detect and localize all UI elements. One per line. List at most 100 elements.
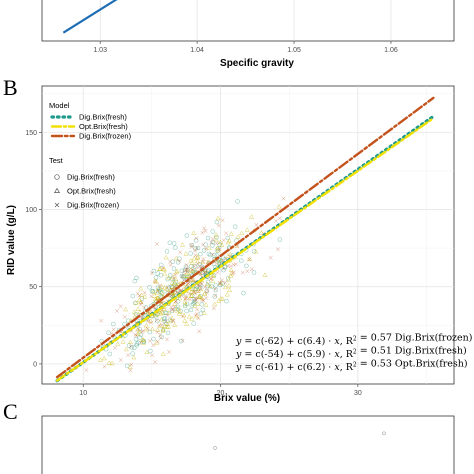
scatter-point-triangle bbox=[253, 248, 259, 254]
scatter-point-cross bbox=[185, 267, 190, 272]
scatter-point-cross bbox=[194, 246, 199, 251]
scatter-point-circle bbox=[178, 308, 183, 314]
scatter-point-circle bbox=[198, 251, 203, 257]
scatter-point-triangle bbox=[179, 242, 186, 247]
scatter-point-triangle bbox=[158, 316, 164, 322]
scatter-point-cross bbox=[140, 329, 145, 334]
scatter-point-cross bbox=[137, 293, 142, 298]
panel-b-x-ticks: 10 20 30 bbox=[79, 384, 362, 397]
scatter-point-circle bbox=[148, 348, 153, 354]
scatter-point-cross bbox=[277, 216, 282, 221]
scatter-point-cross bbox=[201, 256, 206, 261]
scatter-point-cross bbox=[183, 295, 188, 300]
scatter-point-circle bbox=[132, 345, 137, 350]
scatter-point-cross bbox=[169, 305, 174, 310]
scatter-point-triangle bbox=[154, 289, 160, 295]
scatter-point-triangle bbox=[160, 351, 166, 356]
panel-b-y-ticks: 0 50 100 150 bbox=[25, 130, 42, 368]
scatter-point-triangle bbox=[177, 295, 183, 301]
scatter-point-cross bbox=[200, 230, 205, 235]
scatter-point-cross bbox=[158, 283, 163, 288]
scatter-point-cross bbox=[193, 248, 197, 253]
panel-c-point bbox=[382, 431, 386, 436]
scatter-point-cross bbox=[118, 358, 123, 362]
panel-b-y-tick-label: 0 bbox=[33, 361, 37, 368]
panel-b-x-tick-label: 30 bbox=[354, 390, 362, 397]
scatter-point-triangle bbox=[166, 274, 172, 280]
scatter-point-circle bbox=[133, 336, 139, 342]
scatter-point-triangle bbox=[244, 227, 250, 232]
scatter-point-cross bbox=[154, 241, 159, 246]
test-legend-label: Opt.Brix(fresh) bbox=[67, 187, 116, 196]
scatter-point-triangle bbox=[196, 294, 203, 299]
scatter-point-triangle bbox=[262, 272, 268, 277]
scatter-point-circle bbox=[175, 260, 181, 265]
panel-a-x-tick-label: 1.06 bbox=[384, 47, 398, 54]
scatter-point-circle bbox=[162, 316, 168, 322]
scatter-point-triangle bbox=[227, 287, 233, 292]
scatter-point-cross bbox=[196, 265, 201, 270]
scatter-point-cross bbox=[187, 291, 192, 296]
scatter-point-circle bbox=[224, 298, 229, 304]
scatter-point-cross bbox=[215, 270, 220, 275]
scatter-point-triangle bbox=[188, 258, 194, 263]
scatter-point-cross bbox=[163, 319, 168, 324]
scatter-point-triangle bbox=[136, 297, 142, 302]
scatter-point-cross bbox=[208, 277, 213, 281]
scatter-point-triangle bbox=[154, 340, 160, 345]
scatter-point-circle bbox=[106, 330, 111, 336]
scatter-point-cross bbox=[216, 223, 221, 228]
scatter-point-cross bbox=[192, 264, 197, 269]
scatter-point-cross bbox=[247, 257, 252, 262]
scatter-point-triangle bbox=[235, 234, 241, 239]
scatter-point-circle bbox=[165, 330, 171, 336]
scatter-point-triangle bbox=[122, 306, 129, 312]
scatter-point-cross bbox=[184, 263, 189, 267]
regression-equations: y = c(-62) + c(6.4) · x, R2 = 0.57 Dig.B… bbox=[235, 333, 473, 374]
scatter-point-cross bbox=[102, 364, 107, 369]
scatter-point-triangle bbox=[224, 291, 230, 297]
scatter-point-cross bbox=[198, 286, 203, 291]
scatter-point-triangle bbox=[127, 364, 133, 369]
scatter-point-triangle bbox=[135, 331, 141, 336]
model-legend-title: Model bbox=[49, 101, 70, 110]
scatter-point-triangle bbox=[182, 273, 188, 278]
scatter-point-cross bbox=[224, 231, 229, 236]
scatter-point-cross bbox=[180, 274, 185, 279]
scatter-point-triangle bbox=[276, 203, 282, 209]
scatter-point-circle bbox=[173, 245, 178, 250]
panel-a-x-tick-label: 1.04 bbox=[190, 47, 204, 54]
scatter-point-triangle bbox=[218, 296, 224, 301]
scatter-point-triangle bbox=[189, 260, 195, 265]
model-legend: Model Dig.Brix(fresh)Opt.Brix(fresh)Dig.… bbox=[49, 101, 132, 141]
scatter-point-triangle bbox=[135, 326, 141, 332]
scatter-point-cross bbox=[165, 285, 170, 290]
scatter-point-triangle bbox=[239, 230, 245, 236]
scatter-point-circle bbox=[277, 237, 283, 242]
scatter-point-triangle bbox=[213, 232, 219, 237]
scatter-point-cross bbox=[111, 327, 116, 332]
scatter-point-triangle bbox=[172, 301, 178, 306]
scatter-point-triangle bbox=[138, 285, 144, 291]
scatter-point-triangle bbox=[177, 309, 183, 314]
scatter-point-circle bbox=[241, 290, 246, 296]
regression-line bbox=[55, 96, 435, 379]
scatter-point-triangle bbox=[191, 255, 197, 261]
scatter-point-circle bbox=[188, 307, 194, 313]
scatter-point-cross bbox=[193, 253, 198, 258]
scatter-point-triangle bbox=[211, 273, 217, 278]
scatter-point-circle bbox=[126, 343, 132, 348]
scatter-point-circle bbox=[191, 321, 196, 326]
scatter-point-triangle bbox=[101, 355, 107, 361]
scatter-point-circle bbox=[200, 307, 206, 313]
scatter-point-triangle bbox=[166, 309, 172, 315]
scatter-point-cross bbox=[193, 291, 198, 295]
scatter-point-cross bbox=[189, 244, 194, 249]
scatter-point-triangle bbox=[157, 266, 163, 272]
panel-b-x-axis-title: Brix value (%) bbox=[214, 393, 280, 404]
scatter-point-triangle bbox=[159, 290, 165, 295]
scatter-point-circle bbox=[244, 263, 249, 269]
scatter-point-cross bbox=[154, 318, 159, 323]
scatter-point-triangle bbox=[120, 339, 126, 344]
scatter-point-cross bbox=[170, 307, 175, 312]
